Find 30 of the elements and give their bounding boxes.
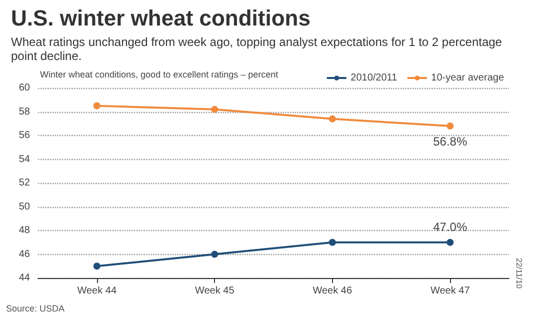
y-tick-label: 54: [18, 154, 30, 165]
point: [93, 262, 100, 270]
x-tick-label: Week 45: [194, 286, 235, 296]
point: [211, 250, 218, 258]
chart-subtitle: Wheat ratings unchanged from week ago, topping analyst expectations for 1 to 2 percentage point decline.: [11, 35, 506, 63]
data-label: 47.0%: [433, 220, 468, 234]
x-tick-label: Week 46: [312, 286, 352, 296]
y-tick-label: 52: [18, 178, 30, 188]
point: [328, 115, 336, 122]
point: [446, 238, 454, 246]
x-tick-label: Week 44: [77, 286, 117, 296]
y-tick-label: 56: [18, 130, 30, 141]
chart-title: U.S. winter wheat conditions: [11, 6, 310, 30]
y-tick-label: 60: [18, 82, 30, 94]
text: 22/11/10: [514, 258, 524, 290]
source-note: Source: USDA: [6, 304, 65, 314]
y-tick-label: 58: [18, 106, 30, 118]
legend-label: 2010/2011: [350, 72, 398, 84]
y-tick-label: 46: [18, 248, 30, 260]
y-tick-label: 50: [18, 201, 30, 212]
point: [328, 238, 336, 246]
y-tick-label: 44: [18, 272, 30, 284]
data-label: 56.8%: [433, 134, 468, 148]
legend-label: 10-year average: [431, 72, 504, 84]
point: [446, 122, 454, 130]
y-axis-title: Winter wheat conditions, good to excellent ratings – percent: [40, 70, 279, 80]
point: [93, 102, 100, 110]
y-tick-label: 48: [18, 225, 30, 236]
x-tick-label: Week 47: [430, 286, 470, 296]
point: [211, 106, 218, 113]
